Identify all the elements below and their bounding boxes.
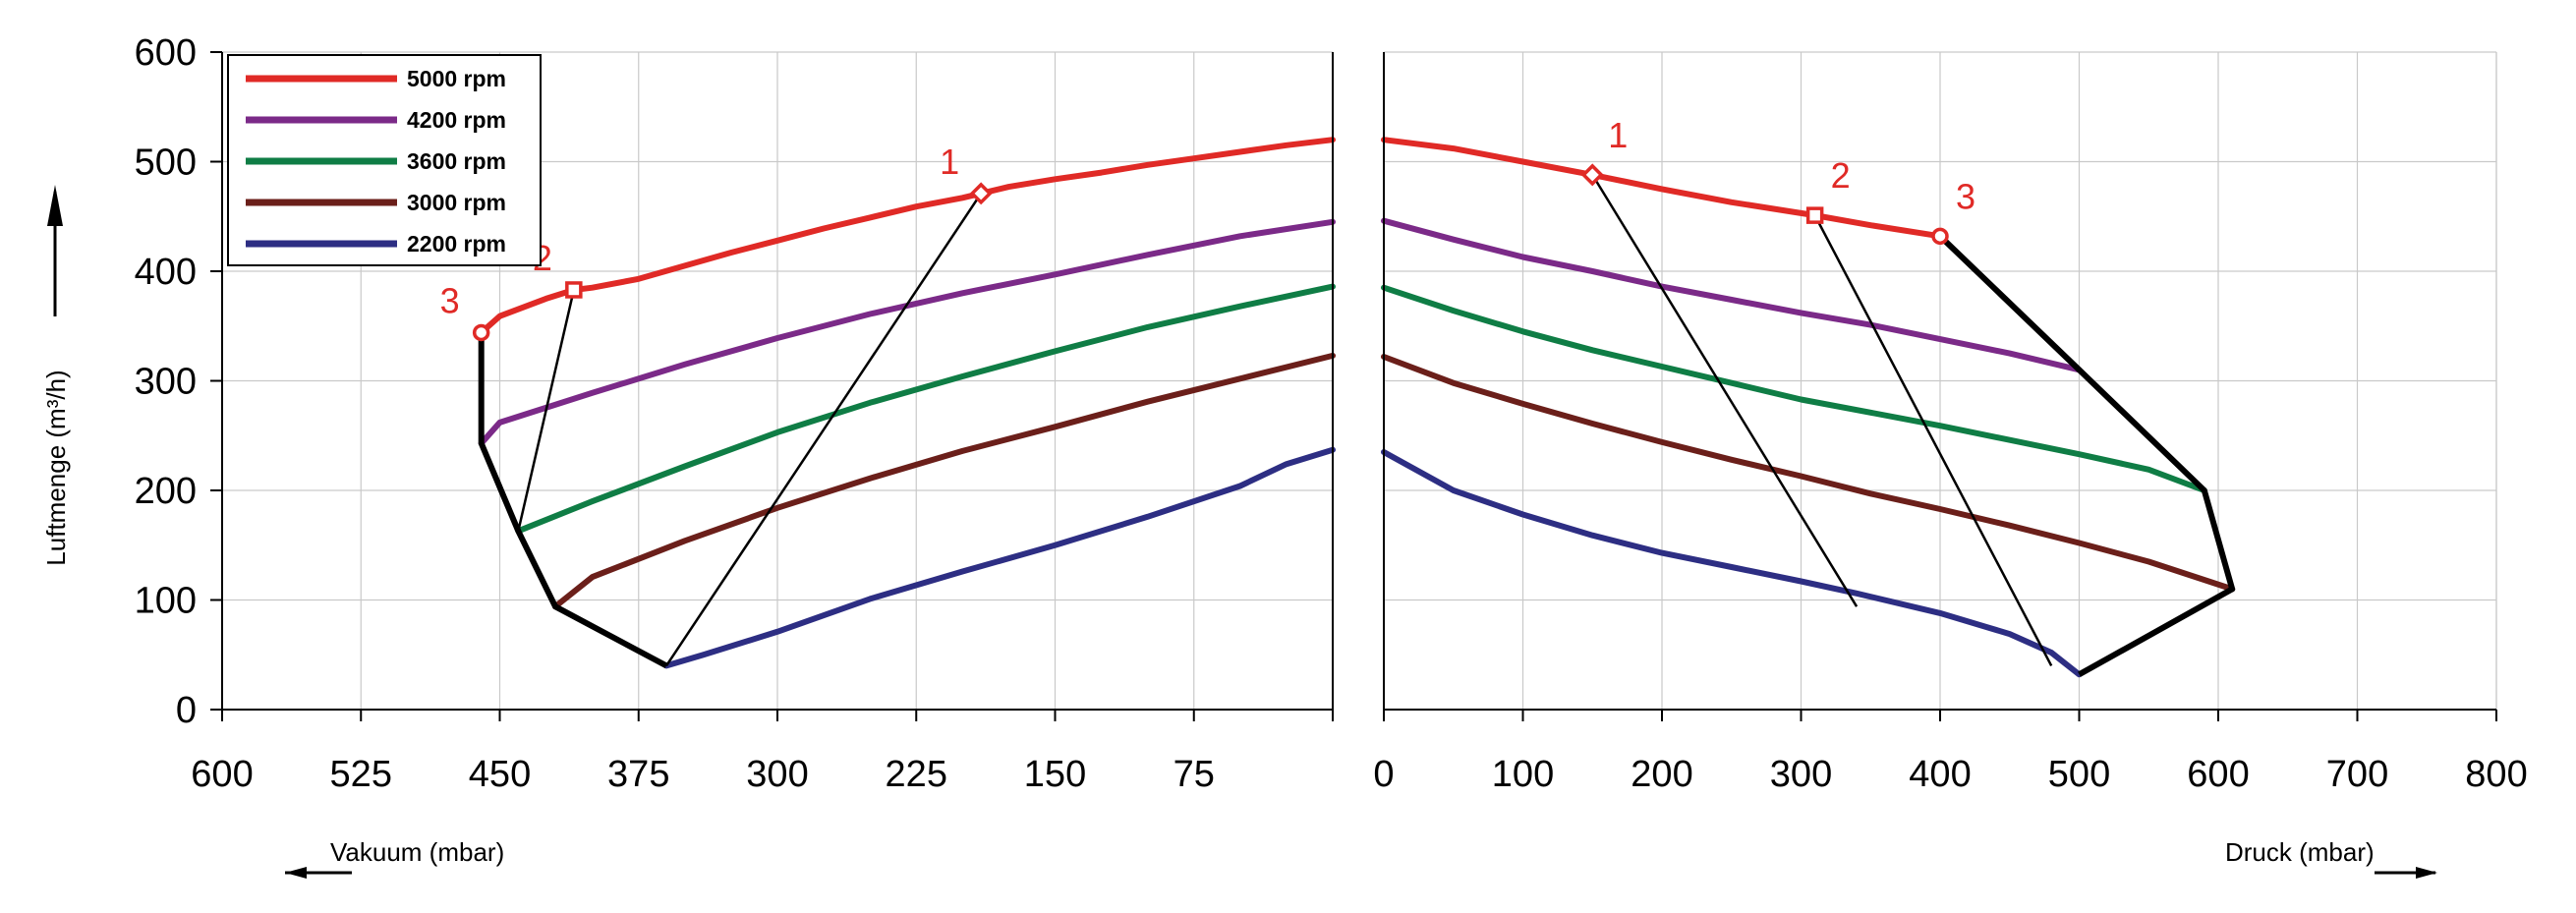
point-label: 3 <box>1956 176 1975 216</box>
x-tick-label: 300 <box>1770 754 1832 795</box>
series-line <box>1381 449 2083 678</box>
point-marker <box>565 281 583 299</box>
x-tick-label: 375 <box>607 754 669 795</box>
x-axis-label-right: Druck (mbar) <box>2225 837 2375 867</box>
envelope-line <box>1937 234 2236 677</box>
x-tick-label: 800 <box>2465 754 2527 795</box>
x-tick-label: 75 <box>1174 754 1215 795</box>
series-line <box>478 218 1336 447</box>
series-line <box>552 352 1336 610</box>
x-tick-label: 700 <box>2326 754 2388 795</box>
legend-label: 5000 rpm <box>407 66 506 91</box>
legend-label: 3000 rpm <box>407 190 506 215</box>
x-tick-label: 100 <box>1492 754 1554 795</box>
tick-labels: 600 525 450 375 300 225 150 75 0 100 200 300 400 500 6… <box>135 32 2528 795</box>
point-marker <box>1931 227 1949 246</box>
y-tick-label: 200 <box>135 471 197 512</box>
series-curves <box>478 137 2236 678</box>
point-label: 2 <box>1831 155 1851 196</box>
y-tick-label: 600 <box>135 32 197 74</box>
x-tick-label: 0 <box>1373 754 1394 795</box>
left-arrow-icon <box>285 867 352 879</box>
series-line <box>1381 354 2236 593</box>
x-tick-label: 500 <box>2048 754 2110 795</box>
point-label: 1 <box>940 142 959 182</box>
series-line <box>1381 137 1943 240</box>
x-tick-label: 600 <box>2187 754 2249 795</box>
point-marker <box>1580 163 1604 187</box>
y-axis-label: Luftmenge (m³/h) <box>41 370 71 565</box>
operating-line <box>517 289 576 532</box>
axes <box>210 51 2497 721</box>
x-tick-label: 150 <box>1024 754 1086 795</box>
series-line <box>663 446 1336 669</box>
operating-lines <box>478 174 2236 677</box>
point-marker <box>1805 206 1824 224</box>
y-tick-label: 500 <box>135 143 197 184</box>
series-line <box>1381 284 2207 493</box>
series-line <box>1381 217 2083 373</box>
x-tick-label: 600 <box>191 754 253 795</box>
envelope-line <box>478 332 668 669</box>
x-tick-label: 200 <box>1631 754 1692 795</box>
legend-label: 2200 rpm <box>407 231 506 257</box>
y-tick-label: 100 <box>135 581 197 622</box>
x-tick-label: 300 <box>746 754 808 795</box>
y-tick-label: 0 <box>176 690 197 731</box>
series-line <box>515 283 1336 535</box>
legend: 5000 rpm 4200 rpm 3600 rpm 3000 rpm 2200 rpm <box>227 54 542 266</box>
y-tick-label: 300 <box>135 362 197 403</box>
x-tick-label: 525 <box>330 754 392 795</box>
x-axis-label-left: Vakuum (mbar) <box>330 837 504 867</box>
point-label: 1 <box>1608 115 1628 155</box>
operating-line <box>1591 174 1859 607</box>
operating-line <box>1813 214 2053 666</box>
point-marker <box>969 182 993 205</box>
legend-label: 4200 rpm <box>407 107 506 133</box>
point-marker <box>472 323 490 342</box>
y-tick-label: 400 <box>135 252 197 293</box>
right-arrow-icon <box>2375 867 2437 879</box>
series-line <box>478 137 1336 336</box>
x-tick-label: 400 <box>1909 754 1971 795</box>
point-label: 3 <box>440 280 460 320</box>
y-axis-arrow-icon <box>47 185 63 316</box>
legend-label: 3600 rpm <box>407 148 506 174</box>
operating-line <box>664 193 983 667</box>
x-tick-label: 450 <box>469 754 531 795</box>
x-tick-label: 225 <box>886 754 947 795</box>
